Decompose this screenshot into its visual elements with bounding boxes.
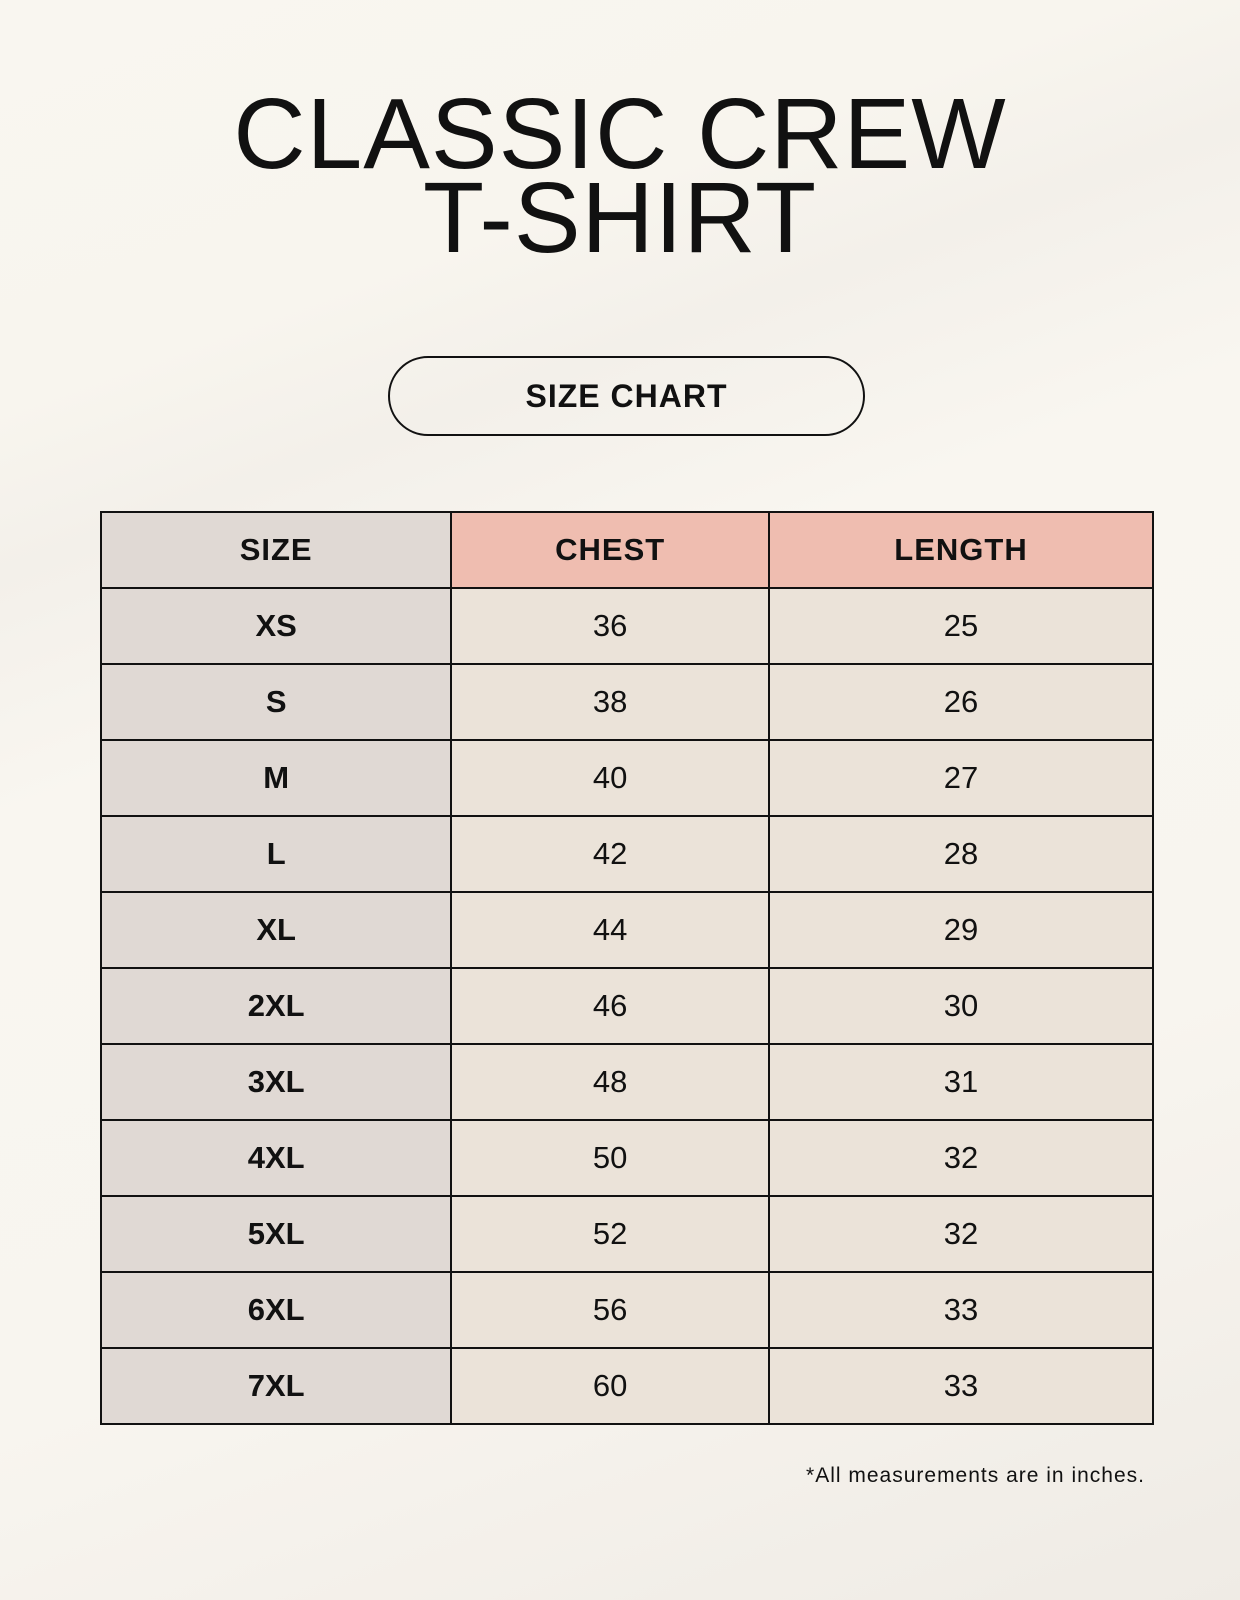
cell-size: 7XL xyxy=(99,1347,453,1425)
table-row: XS 36 25 xyxy=(99,587,1154,665)
size-table: SIZE CHEST LENGTH XS 36 25 S 38 26 M 40 27 L 42 28 X… xyxy=(99,511,1154,1425)
cell-chest: 46 xyxy=(450,967,771,1045)
cell-chest: 40 xyxy=(450,739,771,817)
table-row: XL 44 29 xyxy=(99,891,1154,969)
cell-length: 25 xyxy=(768,587,1154,665)
cell-size: S xyxy=(99,663,453,741)
table-row: 6XL 56 33 xyxy=(99,1271,1154,1349)
header-size: SIZE xyxy=(99,511,453,589)
table-row: 4XL 50 32 xyxy=(99,1119,1154,1197)
cell-size: M xyxy=(99,739,453,817)
cell-length: 32 xyxy=(768,1119,1154,1197)
cell-chest: 52 xyxy=(450,1195,771,1273)
cell-size: XS xyxy=(99,587,453,665)
size-chart-badge: SIZE CHART xyxy=(388,356,865,436)
footnote: *All measurements are in inches. xyxy=(806,1464,1145,1487)
header-row: SIZE CHEST LENGTH xyxy=(99,511,1154,589)
page-title: CLASSIC CREW T-SHIRT xyxy=(0,84,1240,268)
cell-length: 33 xyxy=(768,1271,1154,1349)
cell-size: 4XL xyxy=(99,1119,453,1197)
cell-size: 3XL xyxy=(99,1043,453,1121)
table-row: 7XL 60 33 xyxy=(99,1347,1154,1425)
cell-size: XL xyxy=(99,891,453,969)
cell-size: 6XL xyxy=(99,1271,453,1349)
table-row: 3XL 48 31 xyxy=(99,1043,1154,1121)
cell-length: 30 xyxy=(768,967,1154,1045)
cell-chest: 56 xyxy=(450,1271,771,1349)
cell-length: 33 xyxy=(768,1347,1154,1425)
cell-size: 5XL xyxy=(99,1195,453,1273)
table-row: M 40 27 xyxy=(99,739,1154,817)
title-line-1: CLASSIC CREW xyxy=(233,78,1007,190)
cell-length: 32 xyxy=(768,1195,1154,1273)
table-row: 5XL 52 32 xyxy=(99,1195,1154,1273)
header-chest: CHEST xyxy=(450,511,771,589)
cell-chest: 42 xyxy=(450,815,771,893)
cell-chest: 48 xyxy=(450,1043,771,1121)
cell-size: L xyxy=(99,815,453,893)
cell-chest: 50 xyxy=(450,1119,771,1197)
cell-chest: 36 xyxy=(450,587,771,665)
cell-length: 29 xyxy=(768,891,1154,969)
cell-chest: 44 xyxy=(450,891,771,969)
table-row: S 38 26 xyxy=(99,663,1154,741)
cell-chest: 60 xyxy=(450,1347,771,1425)
cell-length: 31 xyxy=(768,1043,1154,1121)
table-row: L 42 28 xyxy=(99,815,1154,893)
cell-chest: 38 xyxy=(450,663,771,741)
cell-length: 28 xyxy=(768,815,1154,893)
cell-size: 2XL xyxy=(99,967,453,1045)
table-row: 2XL 46 30 xyxy=(99,967,1154,1045)
cell-length: 26 xyxy=(768,663,1154,741)
cell-length: 27 xyxy=(768,739,1154,817)
title-line-2: T-SHIRT xyxy=(422,162,818,274)
header-length: LENGTH xyxy=(768,511,1154,589)
